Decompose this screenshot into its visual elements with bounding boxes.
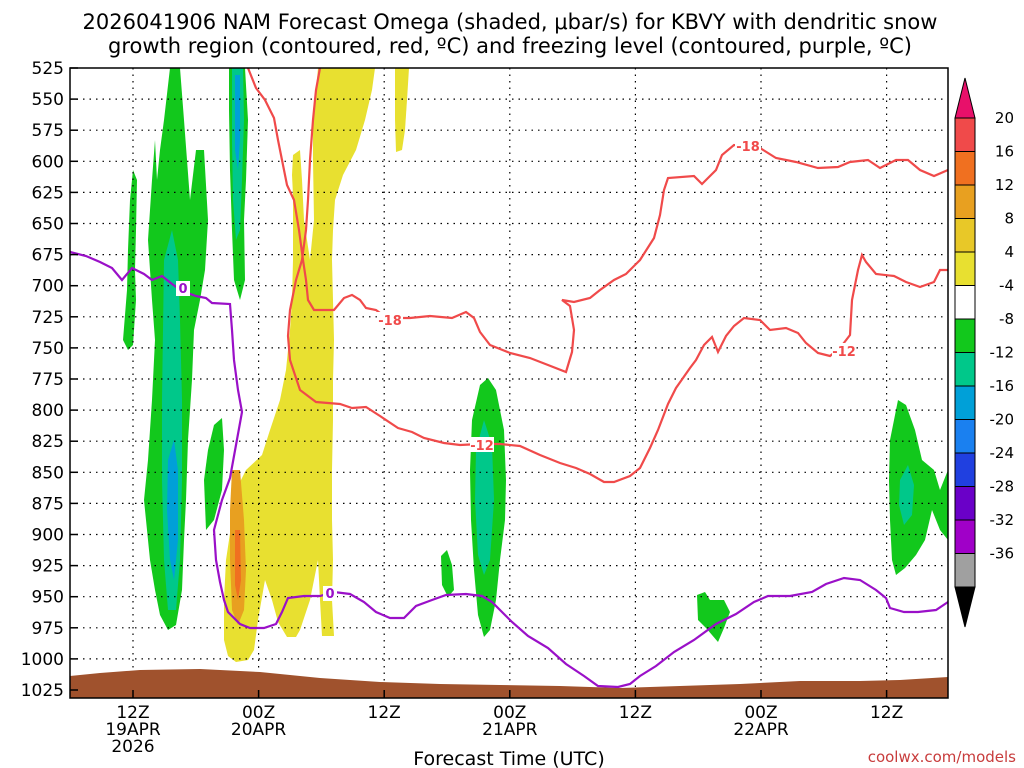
x-tick-label-0-2: 2026 <box>111 737 154 757</box>
colorbar-band-2 <box>954 184 976 219</box>
dgz-label-minus18-b: -18 <box>736 140 760 155</box>
dgz-label-minus12-b: -12 <box>832 345 856 360</box>
colorbar-band-8 <box>954 385 976 420</box>
y-tick-label-725: 725 <box>32 308 64 328</box>
colorbar-band-7 <box>954 352 976 387</box>
colorbar-tick-8: 8 <box>1004 210 1014 228</box>
omega-area-positive-top <box>395 68 409 152</box>
colorbar-tick-20: 20 <box>995 109 1014 127</box>
y-tick-label-950: 950 <box>32 588 64 608</box>
credit-text: coolwx.com/models <box>868 748 1016 766</box>
y-tick-label-525: 525 <box>32 59 64 79</box>
contour-labels: -18 -18 -12 -12 0 0 <box>176 138 856 602</box>
x-tick-label-3-0: 00Z <box>493 703 526 723</box>
colorbar-tick--12: -12 <box>990 344 1015 362</box>
y-tick-label-600: 600 <box>32 152 64 172</box>
omega-shading <box>123 68 948 662</box>
terrain-ground <box>70 669 948 698</box>
colorbar-tick--36: -36 <box>990 545 1015 563</box>
x-tick-label-1-1: 20APR <box>231 720 287 740</box>
dgz-contours <box>246 67 949 484</box>
colorbar-tick--32: -32 <box>990 511 1015 529</box>
y-tick-label-675: 675 <box>32 246 64 266</box>
y-tick-label-800: 800 <box>32 401 64 421</box>
colorbar-arrow-bottom <box>954 586 976 628</box>
x-tick-label-4-0: 12Z <box>619 703 652 723</box>
freezing-label-b: 0 <box>325 587 334 602</box>
x-tick-label-5-0: 00Z <box>744 703 777 723</box>
colorbar-arrow-top <box>954 77 976 119</box>
colorbar-band-4 <box>954 251 976 286</box>
y-tick-label-750: 750 <box>32 339 64 359</box>
colorbar-band-6 <box>954 318 976 353</box>
x-tick-label-2-0: 12Z <box>368 703 401 723</box>
y-tick-label-875: 875 <box>32 494 64 514</box>
omega-area-green-1 <box>123 170 137 350</box>
y-tick-label-900: 900 <box>32 526 64 546</box>
omega-core-teal-3 <box>475 420 494 575</box>
dgz-contour-minus12 <box>286 67 948 484</box>
gridlines <box>70 68 948 698</box>
chart-title-line-2: growth region (contoured, red, ºC) and f… <box>108 34 912 58</box>
x-tick-label-3-1: 21APR <box>482 720 538 740</box>
x-tick-label-0-1: 19APR <box>105 720 161 740</box>
y-tick-label-1025: 1025 <box>21 681 64 701</box>
y-axis: 525 550 575 600 625 650 675 700 725 750 775 800 825 8… <box>21 59 78 701</box>
y-tick-label-850: 850 <box>32 463 64 483</box>
colorbar-band-10 <box>954 452 976 487</box>
colorbar-tick--20: -20 <box>990 411 1015 429</box>
dgz-contour-minus18 <box>246 67 949 374</box>
colorbar-band-13 <box>954 553 976 588</box>
colorbar-tick--28: -28 <box>990 478 1015 496</box>
y-tick-label-825: 825 <box>32 432 64 452</box>
y-tick-label-550: 550 <box>32 90 64 110</box>
colorbar-band-5 <box>954 285 976 320</box>
x-tick-label-6-0: 12Z <box>870 703 903 723</box>
omega-area-green-7 <box>697 592 730 642</box>
y-tick-label-1000: 1000 <box>21 650 64 670</box>
colorbar-band-11 <box>954 486 976 521</box>
y-tick-label-775: 775 <box>32 370 64 390</box>
colorbar-tick--24: -24 <box>990 444 1015 462</box>
y-tick-label-700: 700 <box>32 277 64 297</box>
y-tick-label-575: 575 <box>32 121 64 141</box>
dgz-label-minus12-a: -12 <box>470 439 494 454</box>
colorbar-band-0 <box>954 117 976 152</box>
dgz-label-minus18-a: -18 <box>378 314 402 329</box>
omega-core-blue-1 <box>167 440 178 580</box>
y-tick-label-925: 925 <box>32 557 64 577</box>
colorbar-tick--16: -16 <box>990 377 1015 395</box>
colorbar-band-9 <box>954 419 976 454</box>
chart-title-line-1: 2026041906 NAM Forecast Omega (shaded, μ… <box>83 10 938 34</box>
omega-area-positive <box>224 68 375 662</box>
y-tick-label-650: 650 <box>32 215 64 235</box>
y-tick-label-975: 975 <box>32 619 64 639</box>
colorbar: 20 16 12 8 4 -4 -8 -12 -16 -20 -24 -28 -32 -36 <box>954 77 1015 628</box>
omega-area-green-8 <box>889 400 948 575</box>
omega-core-blue-2 <box>235 75 240 170</box>
colorbar-band-1 <box>954 151 976 186</box>
colorbar-tick-16: 16 <box>995 143 1014 161</box>
omega-area-green-3 <box>204 418 224 530</box>
omega-core-teal-4 <box>899 465 914 525</box>
x-tick-label-1-0: 00Z <box>242 703 275 723</box>
plot-frame <box>69 67 949 699</box>
colorbar-tick-12: 12 <box>995 176 1014 194</box>
colorbar-band-12 <box>954 519 976 554</box>
x-tick-label-0-0: 12Z <box>116 703 149 723</box>
omega-area-positive-orange-core <box>235 530 241 600</box>
y-tick-label-625: 625 <box>32 183 64 203</box>
colorbar-tick-4: 4 <box>1004 243 1014 261</box>
colorbar-band-3 <box>954 218 976 253</box>
freezing-label-a: 0 <box>178 282 187 297</box>
colorbar-tick--8: -8 <box>999 310 1014 328</box>
plot-area: -18 -18 -12 -12 0 0 <box>69 67 949 699</box>
x-tick-label-5-1: 22APR <box>733 720 789 740</box>
colorbar-tick--4: -4 <box>999 277 1014 295</box>
freezing-level-contour <box>69 250 949 689</box>
x-axis-title: Forecast Time (UTC) <box>413 748 604 768</box>
omega-area-green-6 <box>441 550 454 597</box>
